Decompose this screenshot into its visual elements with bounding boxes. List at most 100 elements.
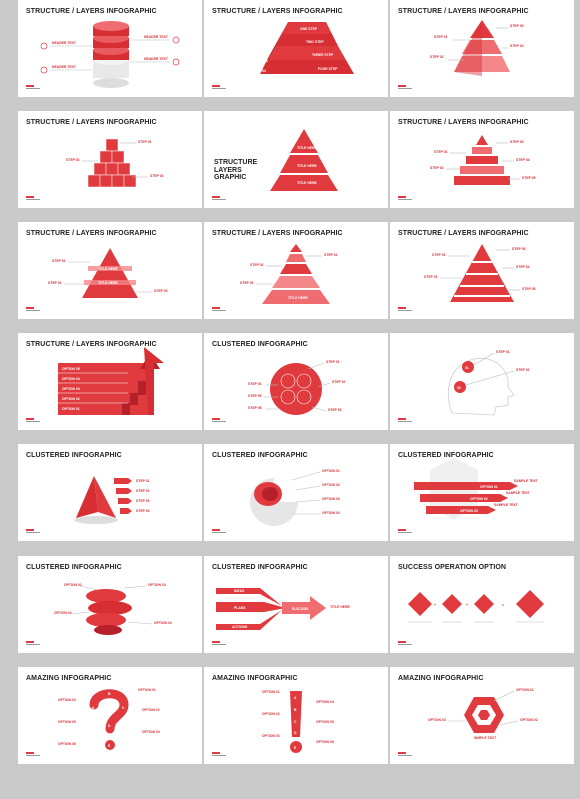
slide-footer xyxy=(398,307,412,313)
slide-title: STRUCTURE / LAYERS INFOGRAPHIC xyxy=(26,8,157,15)
letter-b: B xyxy=(108,692,111,696)
slide-5[interactable]: STRUCTURE LAYERS GRAPHIC TITLE HERE TITL… xyxy=(204,111,388,208)
slide-title: AMAZING INFOGRAPHIC xyxy=(212,675,298,682)
slide-20[interactable]: AMAZING INFOGRAPHIC A B C D E OPTION 01 … xyxy=(204,667,388,764)
label-step-3: STEP 03 xyxy=(150,174,164,178)
label-num-2: 02 xyxy=(266,49,270,53)
label-title-1: TITLE HERE xyxy=(297,164,318,168)
label-option-4: OPTION 04 xyxy=(154,621,172,625)
slide-title: STRUCTURE LAYERS GRAPHIC xyxy=(214,159,258,181)
slide-16[interactable]: CLUSTERED INFOGRAPHIC OPTION 01 OPTION 0… xyxy=(18,556,202,653)
label-option-1: OPTION 01 xyxy=(62,407,80,411)
pyramid-steps-graphic: STEP 01 STEP 02 STEP 03 STEP 04 xyxy=(430,20,524,76)
slide-13[interactable]: CLUSTERED INFOGRAPHIC STEP 01 STEP 02 ST… xyxy=(18,444,202,541)
label-header-4: HEADER TEXT xyxy=(144,57,169,61)
slide-title: STRUCTURE / LAYERS INFOGRAPHIC xyxy=(26,119,157,126)
label-step-3: STEP 03 xyxy=(510,24,524,28)
slide-17[interactable]: CLUSTERED INFOGRAPHIC IDEAS PLANS ACTION… xyxy=(204,556,388,653)
slide-title: CLUSTERED INFOGRAPHIC xyxy=(398,452,494,459)
label-header-1: HEADER TEXT xyxy=(52,41,77,45)
label-option-2: OPTION 02 xyxy=(262,712,280,716)
slide-7[interactable]: STRUCTURE / LAYERS INFOGRAPHIC TITLE HER… xyxy=(18,222,202,319)
letter-b: B xyxy=(294,708,297,712)
slide-6[interactable]: STRUCTURE / LAYERS INFOGRAPHIC STEP 01 S… xyxy=(390,111,574,208)
label-option-2: OPTION 02 xyxy=(62,397,80,401)
label-step-3: STEP 03 xyxy=(136,499,150,503)
label-option-1: OPTION 01 xyxy=(64,583,82,587)
slide-9[interactable]: STRUCTURE / LAYERS INFOGRAPHIC STEP 01 S… xyxy=(390,222,574,319)
slide-19[interactable]: AMAZING INFOGRAPHIC A B C D E OPTION 01 … xyxy=(18,667,202,764)
cylinder-stack-graphic: HEADER TEXT HEADER TEXT HEADER TEXT HEAD… xyxy=(40,21,180,88)
label-step-4: STEP 04 xyxy=(136,509,150,513)
label-step-1: STEP 01 xyxy=(434,150,448,154)
label-step-2: STEP 02 xyxy=(430,166,444,170)
stepped-pyramid-graphic: TITLE HERE STEP 01 STEP 02 STEP 03 xyxy=(240,244,338,304)
label-step-1: STEP 01 xyxy=(326,360,340,364)
label-option-1: OPTION 01 xyxy=(138,688,156,692)
label-option-3: OPTION 03 xyxy=(262,734,280,738)
label-title-2: TITLE HERE xyxy=(297,181,318,185)
letter-a: A xyxy=(294,696,297,700)
label-option-1: OPTION 01 xyxy=(322,469,340,473)
label-step-2: STEP 02 xyxy=(136,489,150,493)
plus-sign-1: + xyxy=(434,603,436,607)
label-step-5: STEP 05 xyxy=(522,176,536,180)
slide-title: STRUCTURE / LAYERS INFOGRAPHIC xyxy=(212,230,343,237)
letter-e: E xyxy=(294,746,297,750)
slide-15[interactable]: CLUSTERED INFOGRAPHIC SAMPLE TEXT SAMPLE… xyxy=(390,444,574,541)
label-sample-1: SAMPLE TEXT xyxy=(514,479,539,483)
label-step-3: STEP 03 xyxy=(328,408,342,412)
tiered-pyramid-graphic: STEP 01 STEP 02 STEP 03 STEP 04 STEP 05 xyxy=(430,135,536,185)
label-option-1: OPTION 01 xyxy=(480,485,498,489)
slide-title: CLUSTERED INFOGRAPHIC xyxy=(212,341,308,348)
slide-10[interactable]: STRUCTURE / LAYERS INFOGRAPHIC OPTION 05… xyxy=(18,333,202,430)
slide-footer xyxy=(398,529,412,535)
slide-title: AMAZING INFOGRAPHIC xyxy=(398,675,484,682)
slide-4[interactable]: STRUCTURE / LAYERS INFOGRAPHIC STEP 01 S… xyxy=(18,111,202,208)
slide-2[interactable]: STRUCTURE / LAYERS INFOGRAPHIC ONE STEP … xyxy=(204,0,388,97)
sphere-cutaway-graphic: OPTION 01 OPTION 02 OPTION 03 OPTION 04 xyxy=(250,469,340,526)
letter-d: D xyxy=(294,731,297,735)
label-option-4: OPTION 04 xyxy=(322,511,340,515)
slide-18[interactable]: SUCCESS OPERATION OPTION + + = xyxy=(390,556,574,653)
label-option-3: OPTION 03 xyxy=(62,387,80,391)
hexagon-ring-graphic: SIMPLE TEXT OPTION 01 OPTION 02 OPTION 0… xyxy=(428,688,538,740)
slide-8[interactable]: STRUCTURE / LAYERS INFOGRAPHIC TITLE HER… xyxy=(204,222,388,319)
label-option-2: OPTION 02 xyxy=(54,611,72,615)
letter-e: E xyxy=(108,744,111,748)
sliced-sphere-graphic: OPTION 01 OPTION 02 OPTION 03 OPTION 04 xyxy=(54,583,172,635)
slide-footer xyxy=(398,85,412,91)
slide-3[interactable]: STRUCTURE / LAYERS INFOGRAPHIC STEP 01 S… xyxy=(390,0,574,97)
label-step-4: FOUR STEP xyxy=(318,67,338,71)
label-step-3: STEP 03 xyxy=(510,140,524,144)
label-option-4: OPTION 04 xyxy=(316,700,334,704)
label-step-2: STEP 02 xyxy=(66,158,80,162)
cube-stack-graphic: STEP 01 STEP 02 STEP 03 xyxy=(66,138,164,188)
label-step-2: STEP 02 xyxy=(424,275,438,279)
label-option-3: OPTION 03 xyxy=(322,497,340,501)
label-option-1: OPTION 01 xyxy=(262,690,280,694)
slide-14[interactable]: CLUSTERED INFOGRAPHIC OPTION 01 OPTION 0… xyxy=(204,444,388,541)
layered-pyramid-graphic: ONE STEP TWO STEP THREE STEP FOUR STEP 0… xyxy=(260,22,354,74)
slide-footer xyxy=(26,529,40,535)
slide-footer xyxy=(26,752,40,758)
label-option-3: OPTION 03 xyxy=(460,509,478,513)
label-step-4: STEP 04 xyxy=(510,44,524,48)
label-option-4: OPTION 04 xyxy=(62,377,80,381)
slide-1[interactable]: STRUCTURE / LAYERS INFOGRAPHIC HEADER TE… xyxy=(18,0,202,97)
slide-footer xyxy=(398,752,412,758)
slide-11[interactable]: CLUSTERED INFOGRAPHIC STEP 01 STEP 02 ST… xyxy=(204,333,388,430)
label-option-2: OPTION 02 xyxy=(142,708,160,712)
label-option-6: OPTION 06 xyxy=(316,740,334,744)
label-step-1: ONE STEP xyxy=(300,27,318,31)
plus-sign-2: + xyxy=(466,603,468,607)
label-step-1: STEP 01 xyxy=(136,479,150,483)
slide-title: SUCCESS OPERATION OPTION xyxy=(398,564,507,571)
label-num-1: 01 xyxy=(465,366,469,370)
slide-21[interactable]: AMAZING INFOGRAPHIC SIMPLE TEXT OPTION 0… xyxy=(390,667,574,764)
label-plans: PLANS xyxy=(234,606,246,610)
slide-12[interactable]: 01 02 STEP 01 STEP 02 xyxy=(390,333,574,430)
label-option-3: OPTION 03 xyxy=(142,730,160,734)
label-step-2: STEP 02 xyxy=(516,368,530,372)
label-header-3: HEADER TEXT xyxy=(144,35,169,39)
